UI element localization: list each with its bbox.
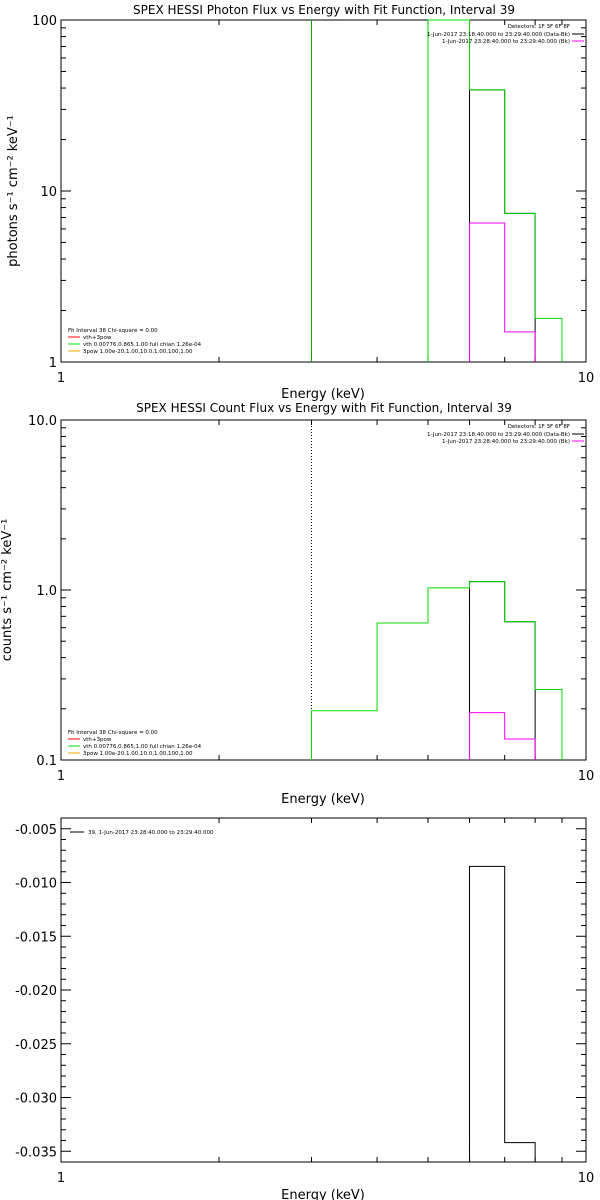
series-step-line xyxy=(469,581,536,760)
legend-right-item: 1-Jun-2017 23:28:40.000 to 23:29:40.000 … xyxy=(442,439,570,445)
legend-left-item: 3pow 1.00e-20,1.00,10.0,1.00,100,1.00 xyxy=(83,751,193,757)
y-tick-label: -0.020 xyxy=(15,984,57,999)
legend-left-title: Fit Interval 38 Chi-square = 0.00 xyxy=(68,730,158,736)
x-tick-label: 1 xyxy=(57,1171,65,1186)
legend-left-title: Fit Interval 38 Chi-square = 0.00 xyxy=(68,328,158,334)
plot-frame xyxy=(60,19,587,363)
plot-frame xyxy=(60,817,587,1163)
y-tick-label: -0.035 xyxy=(15,1145,57,1160)
y-tick-label: -0.010 xyxy=(15,877,57,892)
plot-frame xyxy=(60,419,587,761)
legend-right-item: 1-Jun-2017 23:28:40.000 to 23:29:40.000 … xyxy=(442,39,570,45)
series-step-line xyxy=(427,19,563,362)
legend-right: Detectors: 1F 3F 6F 8F 1-Jun-2017 23:18:… xyxy=(427,24,584,45)
count-flux-panel: SPEX HESSI Count Flux vs Energy with Fit… xyxy=(0,401,594,807)
legend-right-item: 1-Jun-2017 23:18:40.000 to 23:29:40.000 … xyxy=(427,432,570,438)
data-marks xyxy=(310,420,563,760)
legend-right-item: 1-Jun-2017 23:18:40.000 to 23:29:40.000 … xyxy=(427,32,570,38)
chart-title: SPEX HESSI Photon Flux vs Energy with Fi… xyxy=(133,3,515,17)
series-step-line xyxy=(469,89,536,362)
legend-right-title: Detectors: 1F 3F 6F 8F xyxy=(508,424,570,430)
y-tick-label: 0.1 xyxy=(36,754,57,769)
y-axis-label: counts s⁻¹ cm⁻² keV⁻¹ xyxy=(0,519,15,662)
y-axis-label: photons s⁻¹ cm⁻² keV⁻¹ xyxy=(6,115,21,267)
y-ticks: -0.005 -0.010 -0.015 -0.020 -0.025 -0.030 -0.0… xyxy=(15,817,586,1163)
y-tick-label: 1 xyxy=(49,356,57,371)
legend-left-item: vth 0.00776,0.865,1.00 full chian 1.26e-… xyxy=(83,744,202,750)
legend-left: Fit Interval 38 Chi-square = 0.00 vth+3p… xyxy=(68,328,202,355)
legend-left: Fit Interval 38 Chi-square = 0.00 vth+3p… xyxy=(68,730,202,757)
x-tick-label: 10 xyxy=(578,371,595,386)
x-ticks: 1 10 xyxy=(57,818,594,1186)
legend-left-item: 39, 1-Jun-2017 23:28:40.000 to 23:29:40.… xyxy=(88,830,214,836)
y-ticks: 0.1 1.0 10.0 xyxy=(28,414,586,769)
y-ticks: 1 10 100 xyxy=(32,14,586,371)
x-tick-label: 1 xyxy=(57,769,65,784)
legend-left-item: 3pow 1.00e-20,1.00,10.0,1.00,100,1.00 xyxy=(83,349,193,355)
legend-left-item: vth 0.00776,0.865,1.00 full chian 1.26e-… xyxy=(83,342,202,348)
series-step-line xyxy=(469,222,536,362)
legend-left-item: vth+3pow xyxy=(83,335,112,341)
x-axis-label: Energy (keV) xyxy=(281,792,365,807)
x-tick-label: 10 xyxy=(578,1171,595,1186)
y-tick-label: 10 xyxy=(40,185,57,200)
y-tick-label: -0.025 xyxy=(15,1038,57,1053)
y-tick-label: -0.005 xyxy=(15,823,57,838)
legend-left-item: vth+3pow xyxy=(83,737,112,743)
legend-right: Detectors: 1F 3F 6F 8F 1-Jun-2017 23:18:… xyxy=(427,424,584,445)
y-tick-label: 1.0 xyxy=(36,584,57,599)
legend-left: 39, 1-Jun-2017 23:28:40.000 to 23:29:40.… xyxy=(70,830,214,836)
chart-title: SPEX HESSI Count Flux vs Energy with Fit… xyxy=(136,401,512,415)
data-marks xyxy=(469,865,536,1162)
y-tick-label: -0.030 xyxy=(15,1092,57,1107)
x-tick-label: 10 xyxy=(578,769,595,784)
y-tick-label: 100 xyxy=(32,14,57,29)
y-tick-label: -0.015 xyxy=(15,930,57,945)
x-tick-label: 1 xyxy=(57,371,65,386)
photon-flux-panel: SPEX HESSI Photon Flux vs Energy with Fi… xyxy=(6,3,594,402)
x-ticks: 1 10 xyxy=(57,420,594,784)
series-step-line xyxy=(469,712,536,760)
legend-right-title: Detectors: 1F 3F 6F 8F xyxy=(508,24,570,30)
data-marks xyxy=(310,19,563,362)
x-axis-label: Energy (keV) xyxy=(281,1188,365,1200)
residual-panel: -0.005 -0.010 -0.015 -0.020 -0.025 -0.030 -0.0… xyxy=(15,817,594,1200)
series-step-line xyxy=(310,581,563,760)
series-step-line xyxy=(469,865,536,1162)
y-tick-label: 10.0 xyxy=(28,414,57,429)
x-axis-label: Energy (keV) xyxy=(281,387,365,402)
